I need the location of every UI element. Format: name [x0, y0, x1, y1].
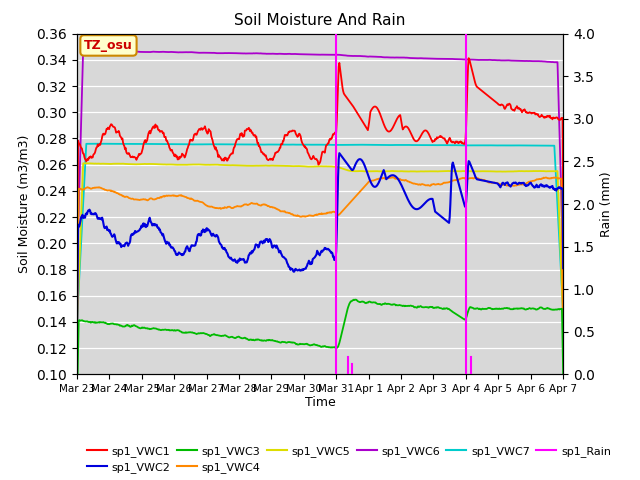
- X-axis label: Time: Time: [305, 396, 335, 408]
- Legend: sp1_VWC1, sp1_VWC2, sp1_VWC3, sp1_VWC4, sp1_VWC5, sp1_VWC6, sp1_VWC7, sp1_Rain: sp1_VWC1, sp1_VWC2, sp1_VWC3, sp1_VWC4, …: [83, 441, 616, 478]
- Title: Soil Moisture And Rain: Soil Moisture And Rain: [234, 13, 406, 28]
- Text: TZ_osu: TZ_osu: [84, 39, 133, 52]
- Y-axis label: Rain (mm): Rain (mm): [600, 171, 614, 237]
- Y-axis label: Soil Moisture (m3/m3): Soil Moisture (m3/m3): [18, 135, 31, 273]
